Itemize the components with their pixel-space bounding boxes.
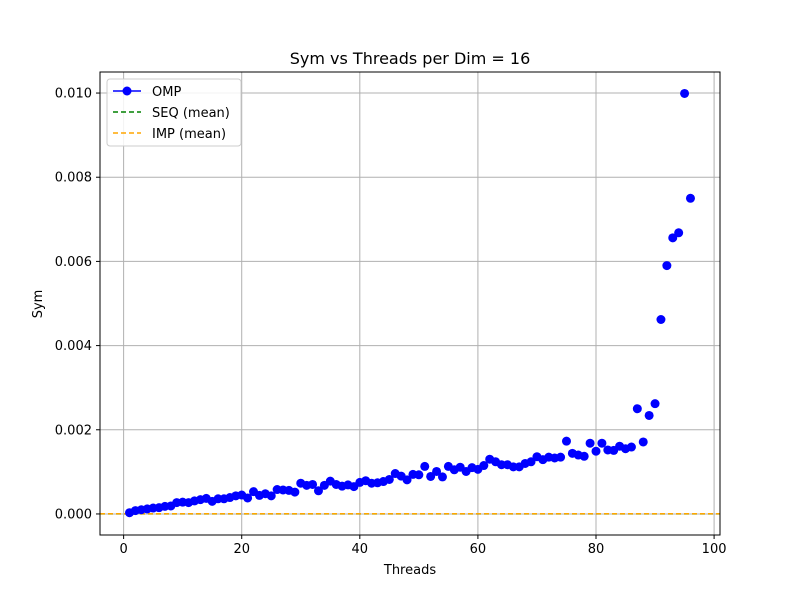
omp-data-point bbox=[580, 452, 589, 461]
omp-data-point bbox=[592, 447, 601, 456]
omp-data-point bbox=[680, 89, 689, 98]
omp-data-point bbox=[597, 439, 606, 448]
x-tick-label: 60 bbox=[470, 542, 487, 557]
y-tick-label: 0.004 bbox=[55, 339, 92, 354]
omp-data-point bbox=[414, 470, 423, 479]
x-tick-label: 100 bbox=[702, 542, 727, 557]
legend-omp-label: OMP bbox=[152, 85, 181, 100]
omp-data-point bbox=[662, 261, 671, 270]
y-tick-label: 0.008 bbox=[55, 171, 92, 186]
omp-data-point bbox=[420, 462, 429, 471]
x-axis-label: Threads bbox=[383, 563, 436, 578]
y-tick-label: 0.010 bbox=[55, 87, 92, 102]
y-tick-label: 0.006 bbox=[55, 255, 92, 270]
x-tick-label: 0 bbox=[119, 542, 127, 557]
omp-data-point bbox=[645, 411, 654, 420]
omp-data-point bbox=[556, 453, 565, 462]
omp-data-point bbox=[651, 399, 660, 408]
omp-data-point bbox=[562, 437, 571, 446]
omp-data-point bbox=[686, 194, 695, 203]
omp-data-point bbox=[290, 488, 299, 497]
omp-data-point bbox=[627, 443, 636, 452]
omp-data-point bbox=[656, 315, 665, 324]
omp-data-point bbox=[633, 404, 642, 413]
legend-omp-marker bbox=[123, 87, 132, 96]
omp-data-point bbox=[438, 472, 447, 481]
omp-data-point bbox=[639, 437, 648, 446]
x-tick-label: 20 bbox=[233, 542, 250, 557]
x-tick-label: 40 bbox=[352, 542, 369, 557]
legend-seq-label: SEQ (mean) bbox=[152, 106, 230, 121]
legend: OMP SEQ (mean) IMP (mean) bbox=[107, 79, 241, 146]
omp-data-point bbox=[586, 439, 595, 448]
x-tick-label: 80 bbox=[588, 542, 605, 557]
omp-data-point bbox=[674, 228, 683, 237]
chart-title: Sym vs Threads per Dim = 16 bbox=[290, 49, 531, 68]
y-axis-label: Sym bbox=[31, 290, 46, 319]
y-tick-label: 0.000 bbox=[55, 507, 92, 522]
y-tick-label: 0.002 bbox=[55, 423, 92, 438]
legend-imp-label: IMP (mean) bbox=[152, 127, 226, 142]
